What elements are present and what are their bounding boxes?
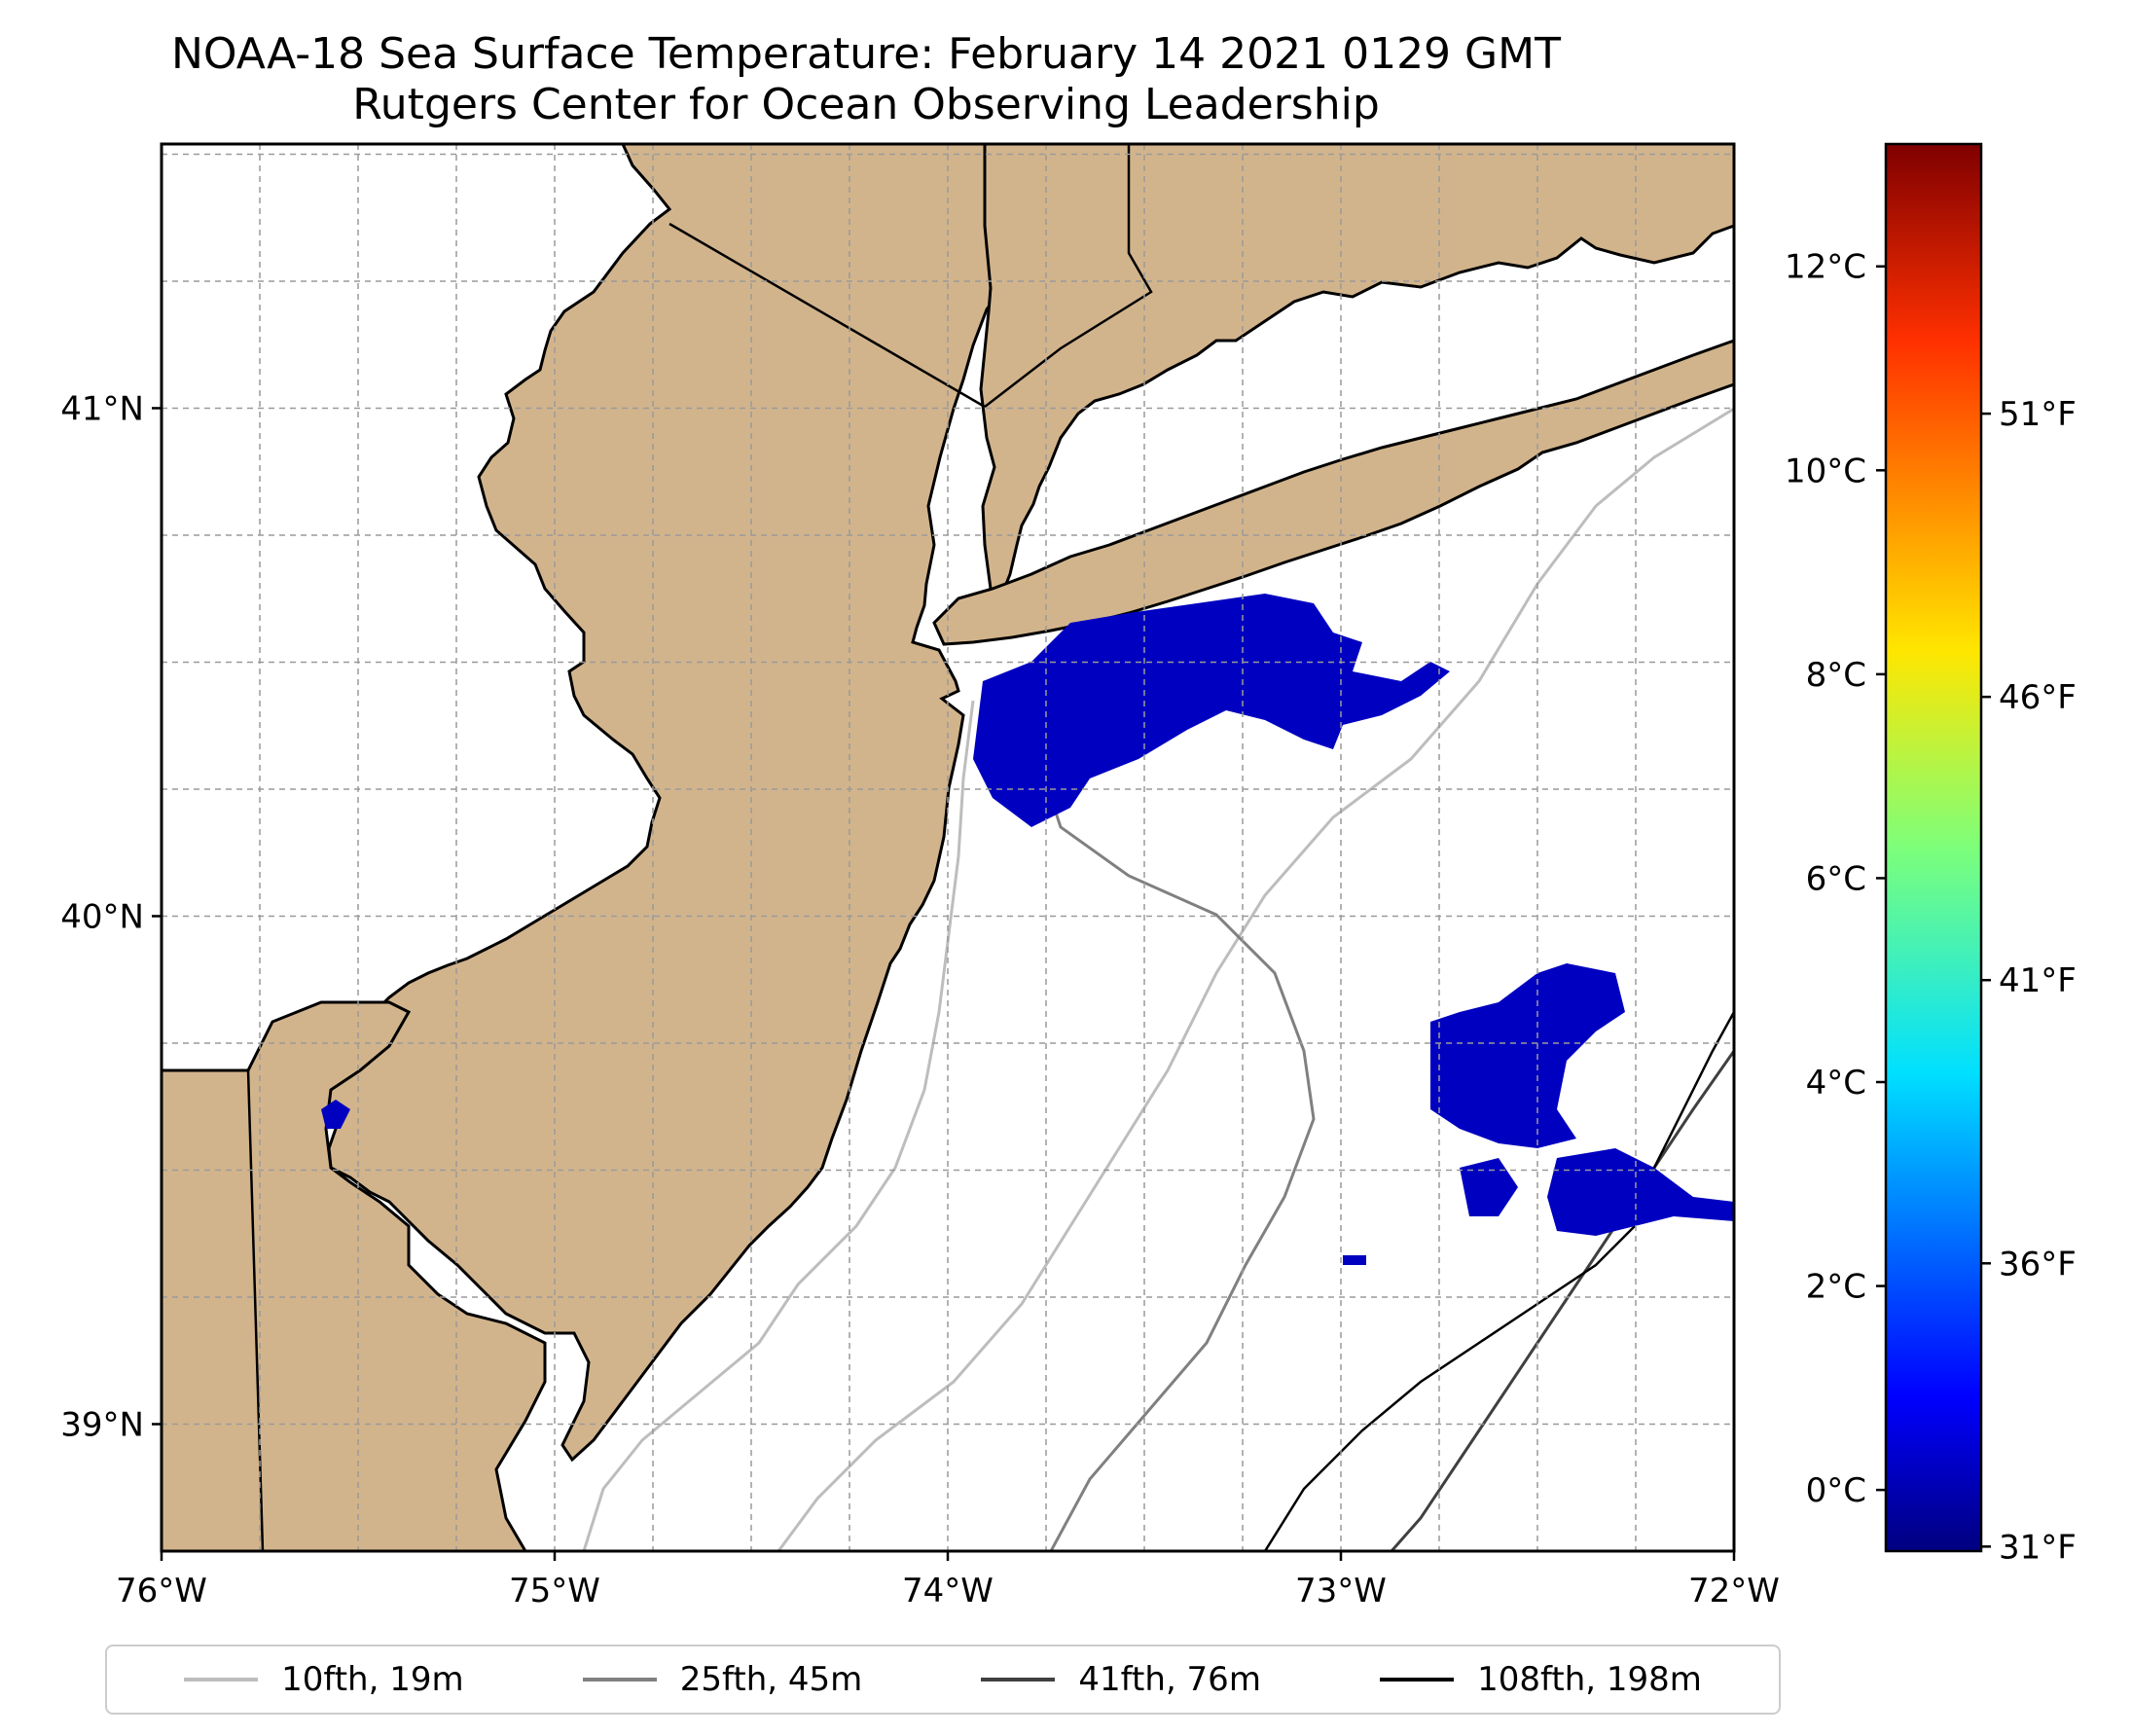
c-tick-label: 0°C: [1806, 1471, 1866, 1510]
chart-subtitle: Rutgers Center for Ocean Observing Leade…: [352, 80, 1380, 129]
c-tick-label: 6°C: [1806, 859, 1866, 898]
gridlines: [162, 144, 1734, 1551]
bathymetry-contours: [582, 407, 1734, 1551]
c-tick-label: 10°C: [1785, 452, 1866, 490]
sst-patch-offshore-b: [1547, 1148, 1734, 1236]
colorbar-celsius-ticks: 12°C 10°C 8°C 6°C 4°C 2°C 0°C: [1785, 248, 1886, 1510]
sst-data: [321, 594, 1734, 1265]
state-lines: [162, 144, 1153, 1551]
x-tick-label: 76°W: [116, 1572, 207, 1610]
legend-label-41fth: 41fth, 76m: [1078, 1660, 1261, 1699]
contour-25fth: [1030, 739, 1316, 1551]
colorbar: [1884, 142, 1983, 1553]
legend-item-10fth: 10fth, 19m: [184, 1660, 464, 1699]
x-tick-label: 74°W: [902, 1572, 994, 1610]
y-tick-label: 41°N: [60, 389, 144, 428]
f-tick-label: 51°F: [1999, 395, 2077, 434]
colorbar-fahrenheit-ticks: 51°F 46°F 41°F 36°F 31°F: [1981, 395, 2077, 1567]
legend-label-108fth: 108fth, 198m: [1477, 1660, 1702, 1699]
legend-line-10fth: [184, 1678, 259, 1682]
sst-patch-delaware: [321, 1100, 350, 1129]
c-tick-label: 2°C: [1806, 1268, 1866, 1307]
y-tick-label: 39°N: [60, 1405, 144, 1444]
legend-item-41fth: 41fth, 76m: [981, 1660, 1261, 1699]
legend: 10fth, 19m 25fth, 45m 41fth, 76m 108fth,…: [105, 1645, 1781, 1715]
sst-patch-offshore-a: [1430, 963, 1625, 1148]
contour-108fth: [1263, 1011, 1734, 1551]
legend-item-25fth: 25fth, 45m: [582, 1660, 863, 1699]
chart-title: NOAA-18 Sea Surface Temperature: Februar…: [171, 29, 1561, 79]
legend-line-108fth: [1380, 1678, 1455, 1682]
f-tick-label: 41°F: [1999, 961, 2077, 1000]
sst-patch-offshore-c: [1460, 1158, 1518, 1216]
contour-41fth: [1390, 1050, 1734, 1551]
legend-label-10fth: 10fth, 19m: [281, 1660, 464, 1699]
f-tick-label: 36°F: [1999, 1245, 2077, 1284]
legend-line-25fth: [582, 1678, 657, 1682]
y-axis: 41°N 40°N 39°N: [60, 389, 162, 1444]
legend-label-25fth: 25fth, 45m: [679, 1660, 863, 1699]
land-new-jersey: [162, 144, 1004, 1463]
contour-10fth-b: [777, 407, 1734, 1551]
sst-patch-small: [1343, 1255, 1366, 1265]
sst-patch-ny-bight: [973, 594, 1450, 827]
legend-item-108fth: 108fth, 198m: [1380, 1660, 1702, 1699]
y-tick-label: 40°N: [60, 897, 144, 936]
x-tick-label: 73°W: [1295, 1572, 1387, 1610]
c-tick-label: 8°C: [1806, 656, 1866, 695]
f-tick-label: 46°F: [1999, 678, 2077, 717]
contour-10fth: [582, 700, 975, 1551]
land-new-york: [979, 144, 1734, 607]
c-tick-label: 12°C: [1785, 248, 1866, 287]
x-tick-label: 75°W: [509, 1572, 600, 1610]
c-tick-label: 4°C: [1806, 1064, 1866, 1103]
x-axis: 76°W 75°W 74°W 73°W 72°W: [116, 1551, 1780, 1610]
f-tick-label: 31°F: [1999, 1528, 2077, 1567]
x-tick-label: 72°W: [1688, 1572, 1780, 1610]
land-long-island: [932, 339, 1734, 646]
legend-line-41fth: [981, 1678, 1056, 1682]
